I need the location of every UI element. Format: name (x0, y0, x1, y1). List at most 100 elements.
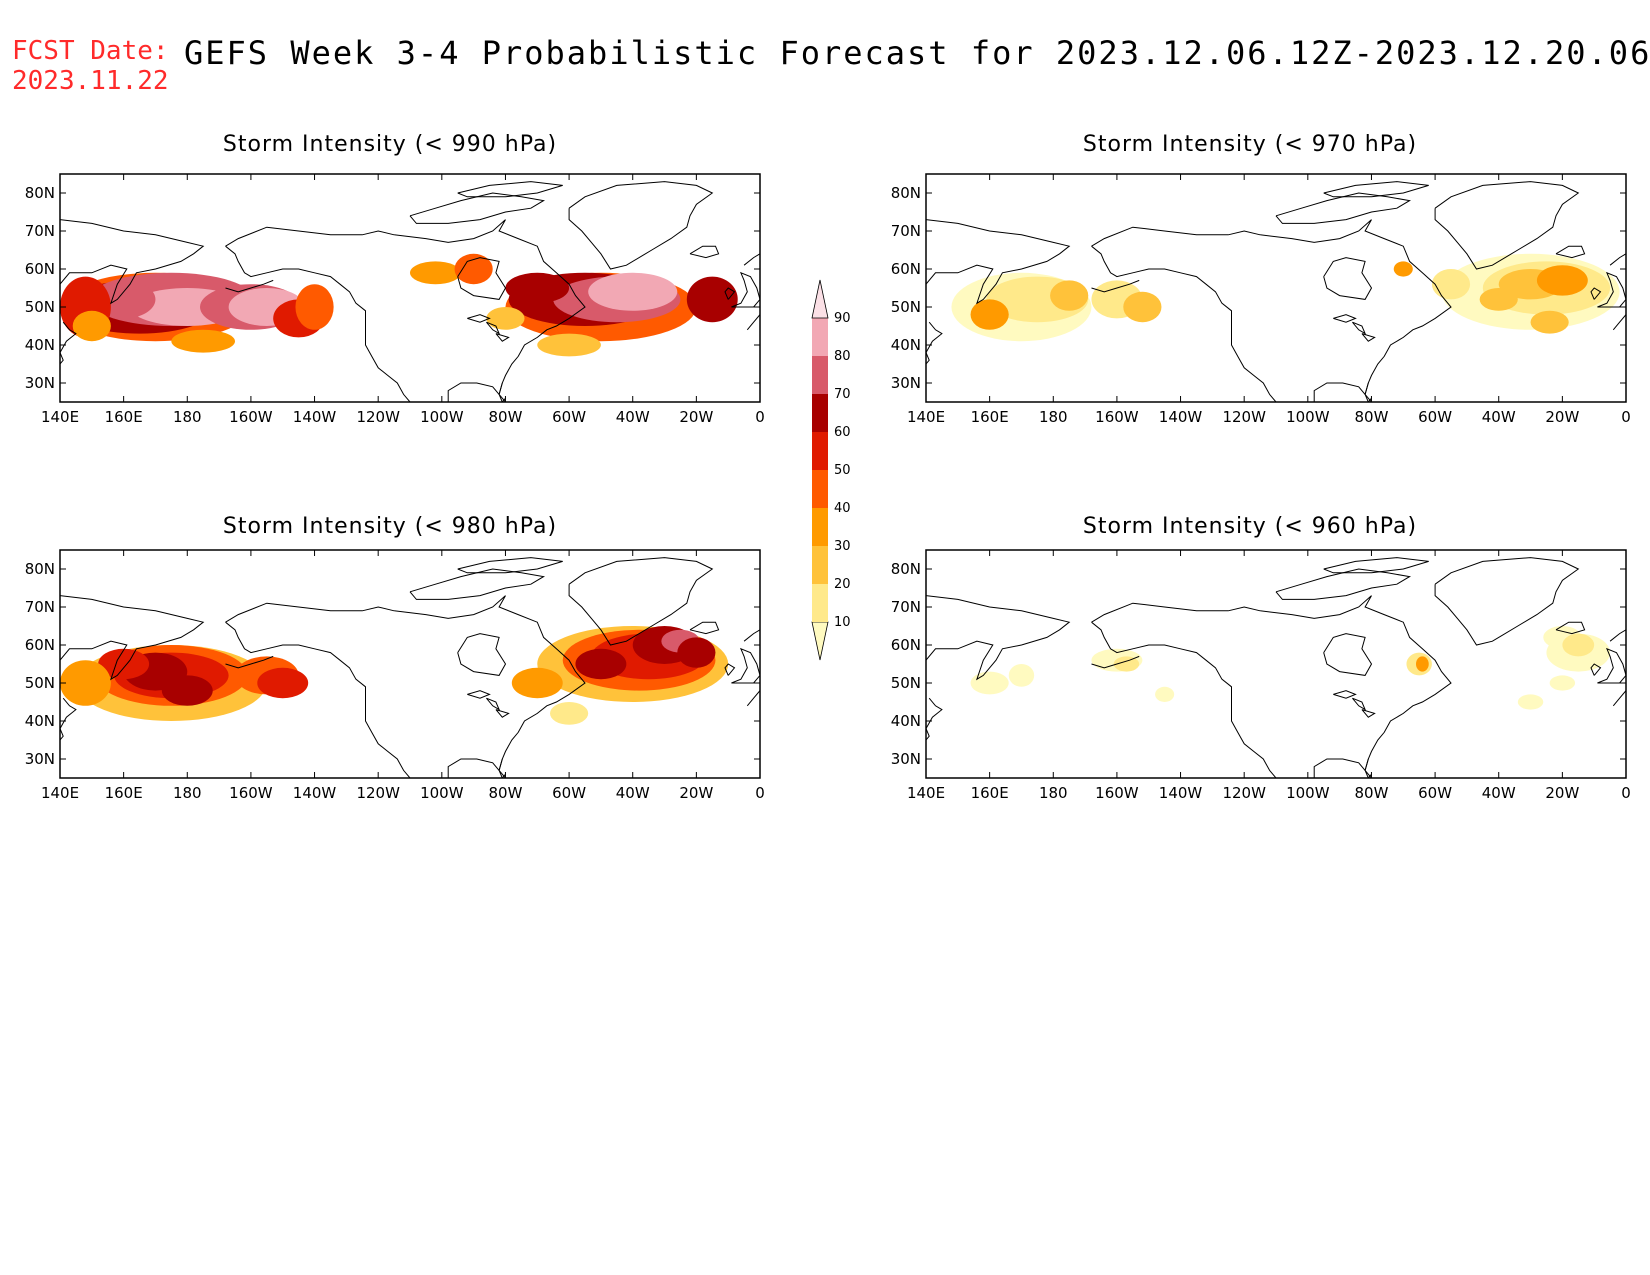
lon-tick-label: 180 (1039, 784, 1068, 802)
lat-tick-label: 70N (25, 598, 55, 616)
coastline (457, 557, 563, 574)
lat-tick-label: 80N (25, 184, 55, 202)
lon-tick-label: 80W (1354, 784, 1388, 802)
lat-tick-label: 40N (25, 336, 55, 354)
lon-tick-label: 180 (173, 408, 202, 426)
coastline (1361, 709, 1376, 718)
coastline (457, 257, 507, 300)
lon-tick-label: 60W (552, 784, 586, 802)
coastline (1555, 245, 1586, 259)
coastlines (926, 557, 1626, 778)
colorbar-segment (812, 470, 828, 508)
lon-tick-label: 160W (229, 408, 273, 426)
colorbar-segment (812, 318, 828, 356)
lon-tick-label: 100W (1286, 408, 1330, 426)
coastline (731, 271, 760, 308)
lon-tick-label: 160W (1095, 408, 1139, 426)
coastline (394, 219, 586, 402)
lat-tick-label: 30N (891, 750, 921, 768)
coastline (1333, 314, 1357, 323)
coastline (409, 192, 546, 224)
colorbar-segment (811, 621, 829, 661)
lon-tick-label: 20W (679, 784, 713, 802)
probability-blob (1050, 280, 1089, 311)
coastlines (60, 557, 760, 778)
lat-tick-label: 70N (891, 598, 921, 616)
lon-tick-label: 140W (293, 408, 337, 426)
lon-tick-label: 120W (1222, 408, 1266, 426)
coastline (1275, 192, 1412, 224)
lon-tick-label: 80W (1354, 408, 1388, 426)
coastline (225, 245, 411, 402)
coastline (743, 629, 760, 642)
coastline (225, 279, 274, 293)
lon-tick-label: 100W (420, 408, 464, 426)
coastline (1275, 568, 1412, 600)
coastline (1555, 621, 1586, 635)
coastline (225, 602, 395, 623)
forecast-date-block: FCST Date: 2023.11.22 (12, 36, 169, 96)
coastline (1260, 219, 1452, 402)
probability-blob (550, 702, 589, 725)
lat-tick-label: 80N (25, 560, 55, 578)
coastline (1609, 253, 1626, 266)
lat-tick-label: 50N (891, 674, 921, 692)
lon-tick-label: 140W (1159, 408, 1203, 426)
coastline (746, 314, 760, 331)
lon-tick-label: 20W (1545, 408, 1579, 426)
lat-tick-label: 60N (25, 636, 55, 654)
colorbar-segment (812, 356, 828, 394)
coastline (1323, 181, 1429, 198)
panel-title-990: Storm Intensity (< 990 hPa) (222, 132, 558, 157)
probability-blob (410, 261, 461, 285)
lon-tick-label: 160W (1095, 784, 1139, 802)
coastline (743, 253, 760, 266)
coastline (1597, 647, 1626, 684)
coastline (467, 314, 491, 323)
panel-title-970: Storm Intensity (< 970 hPa) (1082, 132, 1418, 157)
map-frame (59, 173, 761, 403)
lon-tick-label: 160E (105, 408, 143, 426)
coastline (1612, 690, 1626, 707)
map-panel-990: 80N 70N 60N 50N 40N 30N 140E 160E 180 160W 140W 120… (25, 173, 765, 426)
map-panel-960: 80N 70N 60N 50N 40N 30N 140E 160E 180 160W 140W 120… (891, 549, 1631, 802)
coastlines (60, 181, 760, 402)
lon-tick-label: 40W (616, 408, 650, 426)
probability-blob (970, 299, 1009, 330)
colorbar-label: 80 (834, 349, 851, 364)
probability-blob (1530, 310, 1569, 334)
colorbar-label: 90 (834, 311, 851, 326)
probability-blob (1479, 288, 1518, 311)
map-frame (925, 549, 1627, 779)
lon-tick-label: 60W (552, 408, 586, 426)
probability-blob (1416, 656, 1429, 672)
coastline (1434, 181, 1580, 270)
forecast-date-value: 2023.11.22 (12, 66, 169, 96)
panel-title-980: Storm Intensity (< 980 hPa) (222, 514, 558, 539)
lon-tick-label: 0 (1621, 408, 1631, 426)
coastline (1590, 287, 1602, 300)
probability-blob (1536, 265, 1588, 296)
probability-field (60, 253, 738, 357)
coastline (1364, 758, 1372, 778)
colorbar-segment (812, 584, 828, 622)
coastline (1323, 257, 1373, 300)
coastline (486, 321, 501, 335)
probability-field (60, 626, 729, 725)
coastline (1323, 557, 1429, 574)
coastline (1434, 557, 1580, 646)
coastlines (926, 181, 1626, 402)
lon-tick-label: 140E (41, 784, 79, 802)
lon-tick-label: 180 (1039, 408, 1068, 426)
coastline (689, 245, 720, 259)
probability-field (970, 626, 1611, 710)
probability-blob (1008, 664, 1035, 687)
coastline (394, 595, 586, 778)
lon-tick-label: 0 (1621, 784, 1631, 802)
lat-tick-label: 50N (25, 298, 55, 316)
coastline (1364, 382, 1372, 402)
probability-blob (1517, 694, 1544, 710)
coastline (498, 382, 506, 402)
lat-tick-label: 60N (25, 260, 55, 278)
coastline (1361, 333, 1376, 342)
